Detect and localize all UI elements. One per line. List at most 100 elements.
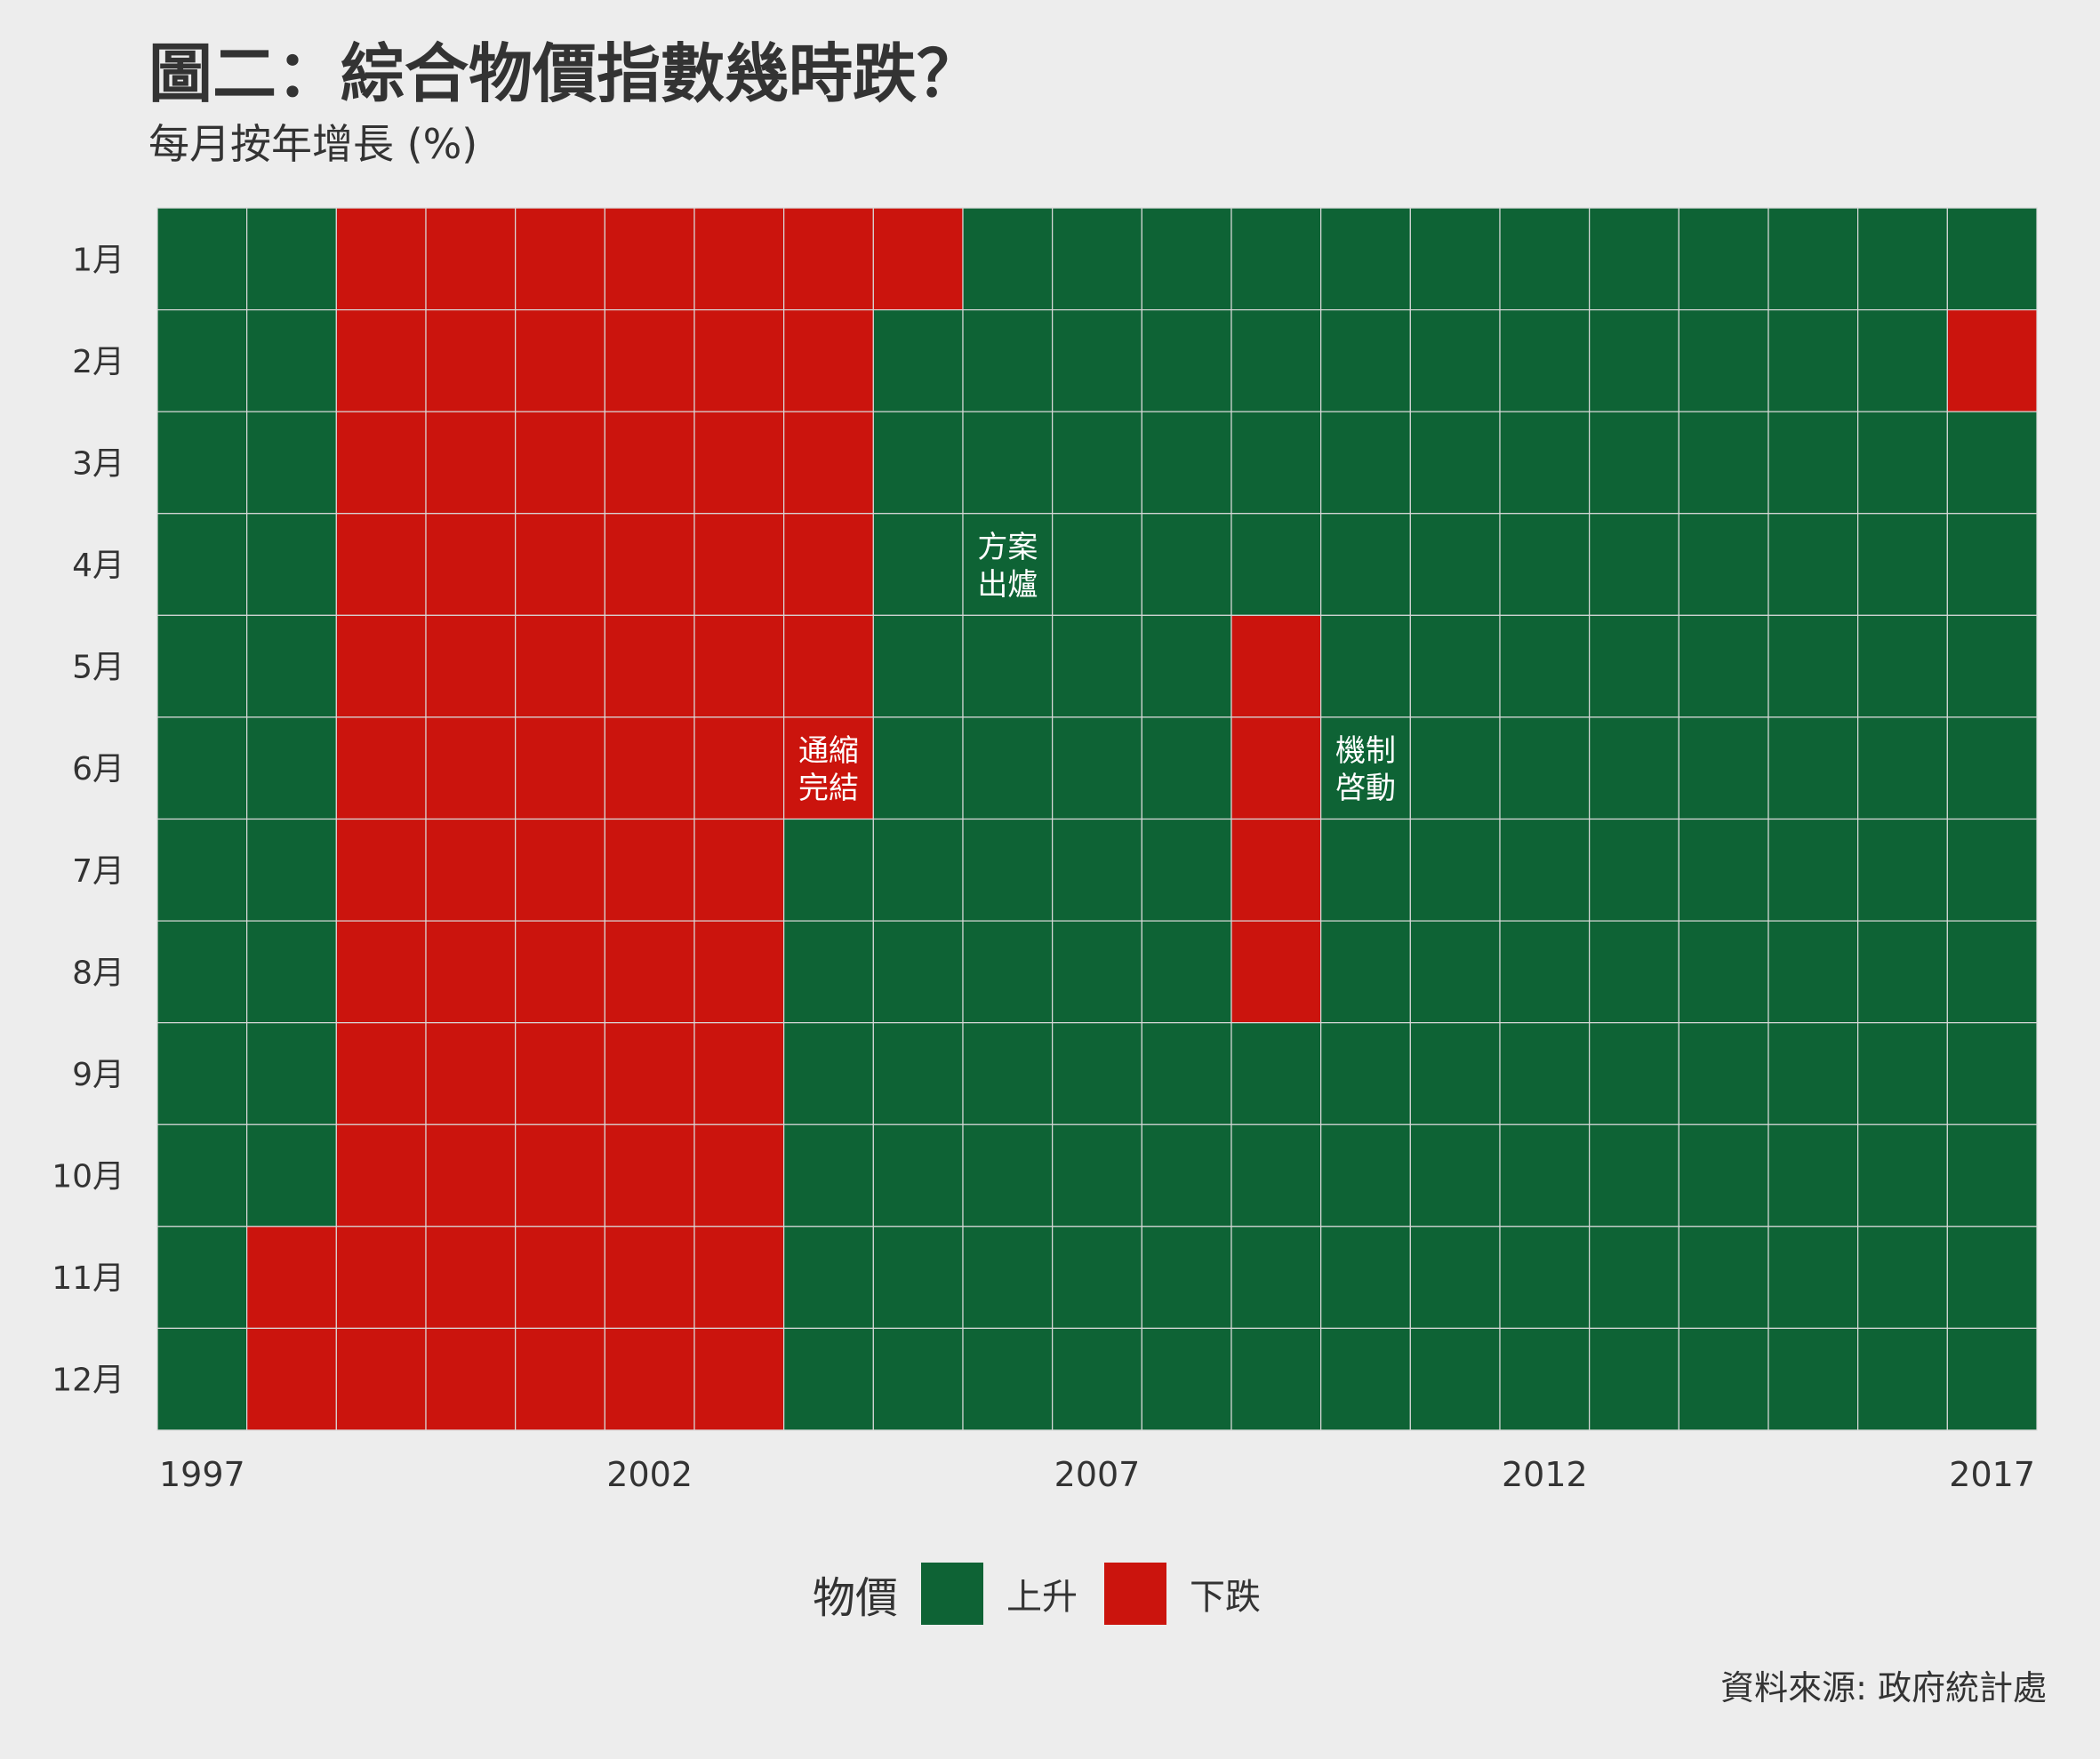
heatmap-cell-2002-8 <box>604 920 695 1024</box>
annotation-label: 啓動 <box>1335 771 1396 806</box>
heatmap-cell-2002-7 <box>604 818 695 922</box>
heatmap-cell-2010-9 <box>1320 1022 1411 1125</box>
heatmap-cell-2006-9 <box>962 1022 1054 1125</box>
heatmap-cell-2002-5 <box>604 614 695 718</box>
heatmap-cell-2014-9 <box>1678 1022 1769 1125</box>
heatmap-cell-2013-5 <box>1589 614 1679 718</box>
heatmap-cell-2012-5 <box>1499 614 1591 718</box>
heatmap-cell-2012-4 <box>1499 513 1591 616</box>
heatmap-cell-2015-2 <box>1767 308 1859 412</box>
heatmap-cell-1997-9 <box>156 1022 248 1125</box>
heatmap-cell-2017-8 <box>1946 920 2038 1024</box>
heatmap-cell-2005-8 <box>872 920 964 1024</box>
heatmap-cell-2001-1 <box>515 207 605 311</box>
heatmap-cell-2000-6 <box>425 716 517 820</box>
heatmap-cell-2013-8 <box>1589 920 1679 1024</box>
heatmap-cell-2015-6 <box>1767 716 1859 820</box>
heatmap-cell-2017-7 <box>1946 818 2038 922</box>
heatmap-cell-2015-4 <box>1767 513 1859 616</box>
heatmap-cell-2000-9 <box>425 1022 517 1125</box>
x-tick-label: 1997 <box>159 1455 245 1494</box>
heatmap-cell-2012-7 <box>1499 818 1591 922</box>
heatmap-cell-2010-11 <box>1320 1226 1411 1330</box>
heatmap-cell-2005-3 <box>872 411 964 515</box>
heatmap-cell-1997-11 <box>156 1226 248 1330</box>
heatmap-cell-2015-1 <box>1767 207 1859 311</box>
heatmap-cell-2000-11 <box>425 1226 517 1330</box>
heatmap-cell-2016-3 <box>1857 411 1948 515</box>
heatmap-cell-1998-3 <box>246 411 337 515</box>
heatmap-cell-2008-7 <box>1141 818 1232 922</box>
heatmap-cell-2009-3 <box>1230 411 1322 515</box>
heatmap-cell-2013-1 <box>1589 207 1679 311</box>
heatmap-cell-1998-12 <box>246 1327 337 1431</box>
heatmap-cell-1997-10 <box>156 1123 248 1227</box>
heatmap-cell-2013-2 <box>1589 308 1679 412</box>
heatmap-cell-2009-8 <box>1230 920 1322 1024</box>
heatmap-cell-2014-1 <box>1678 207 1769 311</box>
heatmap-cell-2004-12 <box>783 1327 874 1431</box>
y-tick-label: 10月 <box>52 1159 124 1195</box>
heatmap-cell-1999-7 <box>335 818 427 922</box>
heatmap-cell-2003-11 <box>693 1226 785 1330</box>
heatmap-cell-2003-4 <box>693 513 785 616</box>
heatmap-cell-2004-1 <box>783 207 874 311</box>
heatmap-cell-2006-3 <box>962 411 1054 515</box>
heatmap-cell-2002-2 <box>604 308 695 412</box>
heatmap-cell-2010-10 <box>1320 1123 1411 1227</box>
heatmap-cell-2002-12 <box>604 1327 695 1431</box>
heatmap-cell-2009-9 <box>1230 1022 1322 1125</box>
heatmap-cell-2006-2 <box>962 308 1054 412</box>
heatmap-cell-2002-1 <box>604 207 695 311</box>
heatmap-cell-2003-8 <box>693 920 785 1024</box>
heatmap-cell-2014-10 <box>1678 1123 1769 1227</box>
legend: 物價 上升 下跌 <box>0 1563 2100 1625</box>
heatmap-cell-2009-1 <box>1230 207 1322 311</box>
legend-key-rise <box>921 1563 983 1625</box>
heatmap-cell-2012-1 <box>1499 207 1591 311</box>
heatmap-cell-2009-6 <box>1230 716 1322 820</box>
heatmap-cell-2012-8 <box>1499 920 1591 1024</box>
annotation-label: 完結 <box>798 771 859 806</box>
heatmap-cell-2017-6 <box>1946 716 2038 820</box>
heatmap-cell-2017-2 <box>1946 308 2038 412</box>
heatmap-cell-2015-12 <box>1767 1327 1859 1431</box>
heatmap-cell-2001-2 <box>515 308 605 412</box>
heatmap-cell-2000-7 <box>425 818 517 922</box>
heatmap-cell-1999-4 <box>335 513 427 616</box>
annotation-label: 機制 <box>1335 733 1396 769</box>
x-tick-label: 2007 <box>1054 1455 1141 1494</box>
annotation-label: 通縮 <box>798 733 859 769</box>
heatmap-cell-1999-12 <box>335 1327 427 1431</box>
heatmap-cell-1998-1 <box>246 207 337 311</box>
heatmap-cell-1998-6 <box>246 716 337 820</box>
heatmap-cell-2011-12 <box>1409 1327 1501 1431</box>
heatmap-cell-2016-4 <box>1857 513 1948 616</box>
y-tick-label: 3月 <box>72 445 124 482</box>
heatmap-cell-2016-7 <box>1857 818 1948 922</box>
heatmap-cell-2008-12 <box>1141 1327 1232 1431</box>
heatmap-cell-2017-4 <box>1946 513 2038 616</box>
heatmap-cell-2006-6 <box>962 716 1054 820</box>
heatmap-cell-2015-3 <box>1767 411 1859 515</box>
heatmap-cell-2014-3 <box>1678 411 1769 515</box>
y-tick-label: 12月 <box>52 1363 124 1399</box>
heatmap-cell-2017-10 <box>1946 1123 2038 1227</box>
heatmap-cell-2017-12 <box>1946 1327 2038 1431</box>
heatmap-cell-2011-3 <box>1409 411 1501 515</box>
heatmap-cell-2003-12 <box>693 1327 785 1431</box>
heatmap-cell-2005-2 <box>872 308 964 412</box>
heatmap-cell-2014-4 <box>1678 513 1769 616</box>
heatmap-cell-2016-1 <box>1857 207 1948 311</box>
heatmap-cell-2007-7 <box>1052 818 1142 922</box>
heatmap-cell-2005-7 <box>872 818 964 922</box>
heatmap-cell-2011-8 <box>1409 920 1501 1024</box>
heatmap-cell-2014-5 <box>1678 614 1769 718</box>
heatmap-cell-2001-3 <box>515 411 605 515</box>
heatmap-cell-2010-1 <box>1320 207 1411 311</box>
heatmap-cell-2007-5 <box>1052 614 1142 718</box>
annotation-label: 出爐 <box>977 567 1038 603</box>
y-tick-label: 8月 <box>72 955 124 991</box>
heatmap-cell-2004-4 <box>783 513 874 616</box>
